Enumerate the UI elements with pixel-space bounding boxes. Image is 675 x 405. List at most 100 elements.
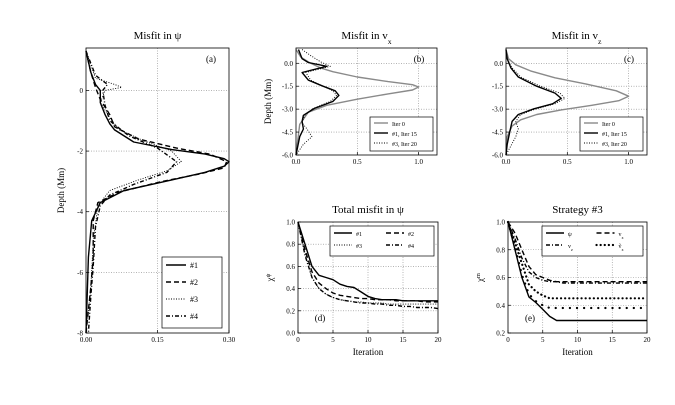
y-tick-label: 0.8 [496,246,505,254]
legend-label: vz [568,244,573,252]
y-tick-label: -1.5 [282,83,294,91]
x-tick-label: 0.5 [563,158,572,166]
series-line-n2-1 [297,221,438,303]
y-tick-label: 0.0 [286,330,295,338]
series-line-n3Iter20-2 [295,49,337,156]
series-line-vz-2 [507,221,647,284]
legend-box [329,225,435,257]
y-tick-label: 0.4 [496,302,505,310]
chart-title: Misfit in vz [552,30,602,46]
series-line-Iter0-0 [295,49,420,156]
y-tick-label: -3.0 [282,106,294,114]
x-tick-label: 15 [400,336,408,344]
y-tick-label: 0.6 [496,274,505,282]
chart-title: Misfit in ψ [134,30,182,42]
series-line-vx-1 [507,221,647,283]
y-tick-label: 0.0 [284,60,293,68]
legend-label: ṽx [619,244,625,252]
legend-label: #4 [408,244,414,250]
x-tick-label: 10 [365,336,373,344]
legend-label: #3 [356,244,362,250]
x-tick-label: 0.00 [80,336,93,344]
x-tick-label: 20 [644,336,652,344]
legend-box [541,225,644,257]
x-tick-label: 0.0 [502,158,511,166]
x-tick-label: 0.0 [292,158,301,166]
y-axis-label: Depth (Mm) [56,168,66,213]
x-tick-label: 0.30 [223,336,236,344]
x-tick-label: 0.5 [353,158,362,166]
legend-label: #4 [190,312,198,321]
y-axis-label: χm [475,273,486,283]
x-tick-label: 0 [506,336,510,344]
series-line-n1Iter15-1 [505,49,562,156]
series-line-n4-3 [85,50,178,334]
y-tick-label: 1.0 [286,219,295,227]
x-axis-label: Iteration [353,347,384,357]
y-tick-label: 0 [80,87,84,95]
panel-b: 0.0 0.5 1.0 -6.0 -4.5 -3.0 -1.5 0.0 Misfit in vx… [263,30,438,166]
legend-label: #1, Iter 15 [392,132,417,138]
y-tick-label: 0.0 [494,60,503,68]
legend: Iter 0 #1, Iter 15 #3, Iter 20 [579,116,644,152]
x-tick-label: 20 [435,336,443,344]
axes-frame [295,47,438,156]
y-tick-label: -4.5 [492,129,504,137]
panel-label: (a) [206,54,216,64]
y-axis-label: χψ [265,273,276,282]
x-tick-label: 0.15 [151,336,164,344]
panel-label: (c) [624,54,634,64]
panel-a: 0.00 0.15 0.30 -8 -6 -4 -2 0 Misfit in ψ (a) Depth… [56,30,236,344]
x-tick-label: 0 [296,336,300,344]
series-line-n3Iter20-2 [505,49,566,156]
legend: #1 #2 #3 #4 [161,256,223,329]
legend: #1 #2 #3 #4 [329,225,435,257]
panel-c: 0.0 0.5 1.0 -6.0 -4.5 -3.0 -1.5 0.0 Misfit in vz… [492,30,648,166]
x-tick-label: 15 [609,336,617,344]
legend-label: #1 [190,261,198,270]
panel-label: (e) [525,313,535,323]
x-tick-label: 5 [331,336,335,344]
series-line-n1Iter15-1 [295,49,340,156]
y-tick-label: -2 [77,148,83,156]
x-tick-label: 5 [541,336,545,344]
y-tick-label: -8 [77,330,83,338]
y-tick-label: 1.0 [496,219,505,227]
series-line-n1-0 [85,50,230,334]
legend-label: Iter 0 [392,122,405,128]
series-line-Iter0-0 [505,49,630,156]
legend-label: ψ [568,232,572,238]
legend-label: #2 [408,232,414,238]
x-tick-label: 10 [574,336,582,344]
legend: ψ vx vz ṽx [541,225,644,257]
y-tick-label: -3.0 [492,106,504,114]
y-tick-label: -6 [77,269,83,277]
y-tick-label: -4.5 [282,129,294,137]
y-tick-label: 0.8 [286,241,295,249]
series-line-n4-3 [297,221,439,310]
chart-title: Misfit in vx [341,30,391,46]
y-tick-label: 0.6 [286,263,295,271]
y-tick-label: 0.4 [286,285,295,293]
panel-label: (b) [414,54,425,64]
chart-title: Strategy #3 [552,204,603,216]
legend-label: #3, Iter 20 [392,142,417,148]
legend-label: #2 [190,278,198,287]
legend-label: #1, Iter 15 [602,132,627,138]
y-axis-label: Depth (Mm) [263,79,273,124]
y-tick-label: 0.2 [496,330,505,338]
legend-label: #3 [190,295,198,304]
panel-label: (d) [315,313,326,323]
y-tick-label: -6.0 [282,152,294,160]
x-tick-label: 1.0 [414,158,423,166]
chart-title: Total misfit in ψ [332,204,404,216]
series-line-extra-4 [506,220,649,310]
series-line-n2-1 [85,50,228,334]
series-line-n3-2 [85,50,182,334]
axes-frame [505,47,648,156]
x-tick-label: 1.0 [624,158,633,166]
legend-label: Iter 0 [602,122,615,128]
y-tick-label: 0.2 [286,307,295,315]
legend-label: vx [619,232,625,240]
